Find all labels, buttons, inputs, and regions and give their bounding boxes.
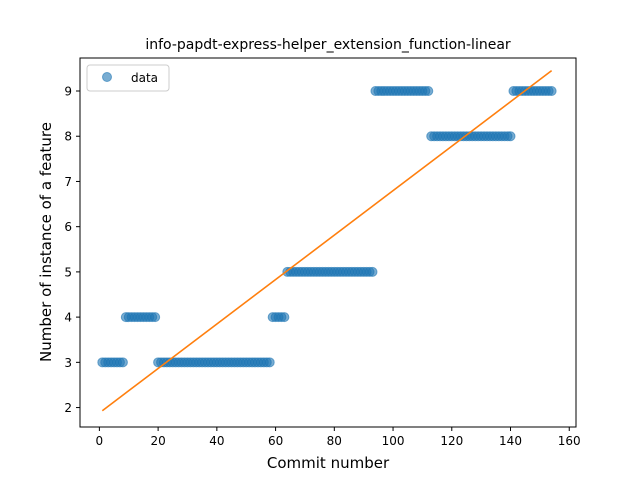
x-tick-label: 0 bbox=[96, 434, 104, 448]
y-axis-label: Number of instance of a feature bbox=[37, 122, 55, 362]
y-tick-label: 5 bbox=[64, 265, 72, 279]
plot-area bbox=[97, 70, 557, 412]
x-axis-ticks: 0 20 40 60 80 100 120 140 160 bbox=[96, 427, 581, 448]
x-tick-label: 20 bbox=[150, 434, 165, 448]
data-point bbox=[279, 312, 290, 323]
x-tick-label: 80 bbox=[327, 434, 342, 448]
data-point bbox=[367, 266, 378, 277]
data-point bbox=[264, 357, 275, 368]
x-tick-label: 140 bbox=[499, 434, 522, 448]
y-tick-label: 2 bbox=[64, 401, 72, 415]
x-axis-label: Commit number bbox=[267, 454, 390, 472]
axes-frame bbox=[79, 57, 577, 428]
y-tick-label: 8 bbox=[64, 130, 72, 144]
x-tick-label: 120 bbox=[440, 434, 463, 448]
data-point bbox=[150, 312, 161, 323]
legend-box bbox=[86, 64, 170, 92]
data-point bbox=[505, 131, 516, 142]
x-tick-label: 160 bbox=[558, 434, 581, 448]
y-tick-label: 3 bbox=[64, 356, 72, 370]
y-axis-ticks: 2 3 4 5 6 7 8 9 bbox=[64, 85, 80, 415]
legend-marker bbox=[102, 72, 112, 82]
legend: data bbox=[86, 64, 170, 92]
y-tick-label: 7 bbox=[64, 175, 72, 189]
x-tick-label: 100 bbox=[382, 434, 405, 448]
data-point bbox=[546, 86, 557, 97]
legend-label: data bbox=[131, 71, 158, 85]
y-tick-label: 9 bbox=[64, 85, 72, 99]
data-point bbox=[423, 86, 434, 97]
data-point bbox=[117, 357, 128, 368]
chart-title: info-papdt-express-helper_extension_func… bbox=[145, 37, 511, 53]
x-tick-label: 60 bbox=[268, 434, 283, 448]
fit-line bbox=[101, 70, 553, 412]
x-tick-label: 40 bbox=[209, 434, 224, 448]
y-tick-label: 6 bbox=[64, 220, 72, 234]
y-tick-label: 4 bbox=[64, 311, 72, 325]
